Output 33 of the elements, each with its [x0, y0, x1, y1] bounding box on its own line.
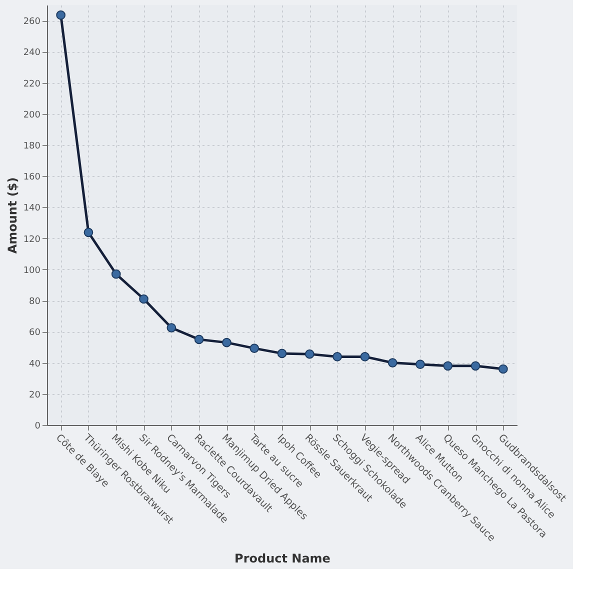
point	[166, 323, 176, 332]
point	[332, 352, 342, 362]
point	[277, 348, 287, 358]
x-axis-title: Product Name	[234, 551, 330, 566]
point	[388, 358, 398, 368]
point	[416, 360, 425, 370]
point	[56, 10, 66, 20]
y-tick-label: 180	[23, 142, 41, 152]
point	[222, 338, 232, 348]
point	[84, 228, 94, 238]
y-tick-label: 200	[23, 110, 41, 120]
y-tick-label: 60	[29, 328, 41, 338]
y-tick-label: 260	[23, 17, 41, 28]
point	[250, 344, 260, 353]
y-tick-label: 80	[29, 297, 41, 308]
point	[360, 352, 370, 362]
y-tick-label: 100	[23, 266, 41, 276]
y-tick-label: 40	[29, 359, 41, 370]
point	[194, 334, 204, 344]
y-tick-label: 240	[23, 48, 41, 58]
y-tick-label: 120	[23, 234, 41, 245]
y-tick-label: 20	[29, 390, 41, 400]
y-tick-label: 220	[23, 79, 41, 90]
point	[470, 361, 480, 371]
y-tick-label: 160	[23, 172, 41, 183]
y-axis-title: Amount ($)	[5, 177, 20, 254]
point	[139, 294, 148, 304]
point	[111, 269, 121, 279]
point	[443, 361, 453, 371]
point	[498, 364, 508, 374]
y-tick-label: 140	[23, 204, 41, 214]
y-tick-label: 0	[34, 422, 41, 432]
point	[304, 349, 314, 359]
